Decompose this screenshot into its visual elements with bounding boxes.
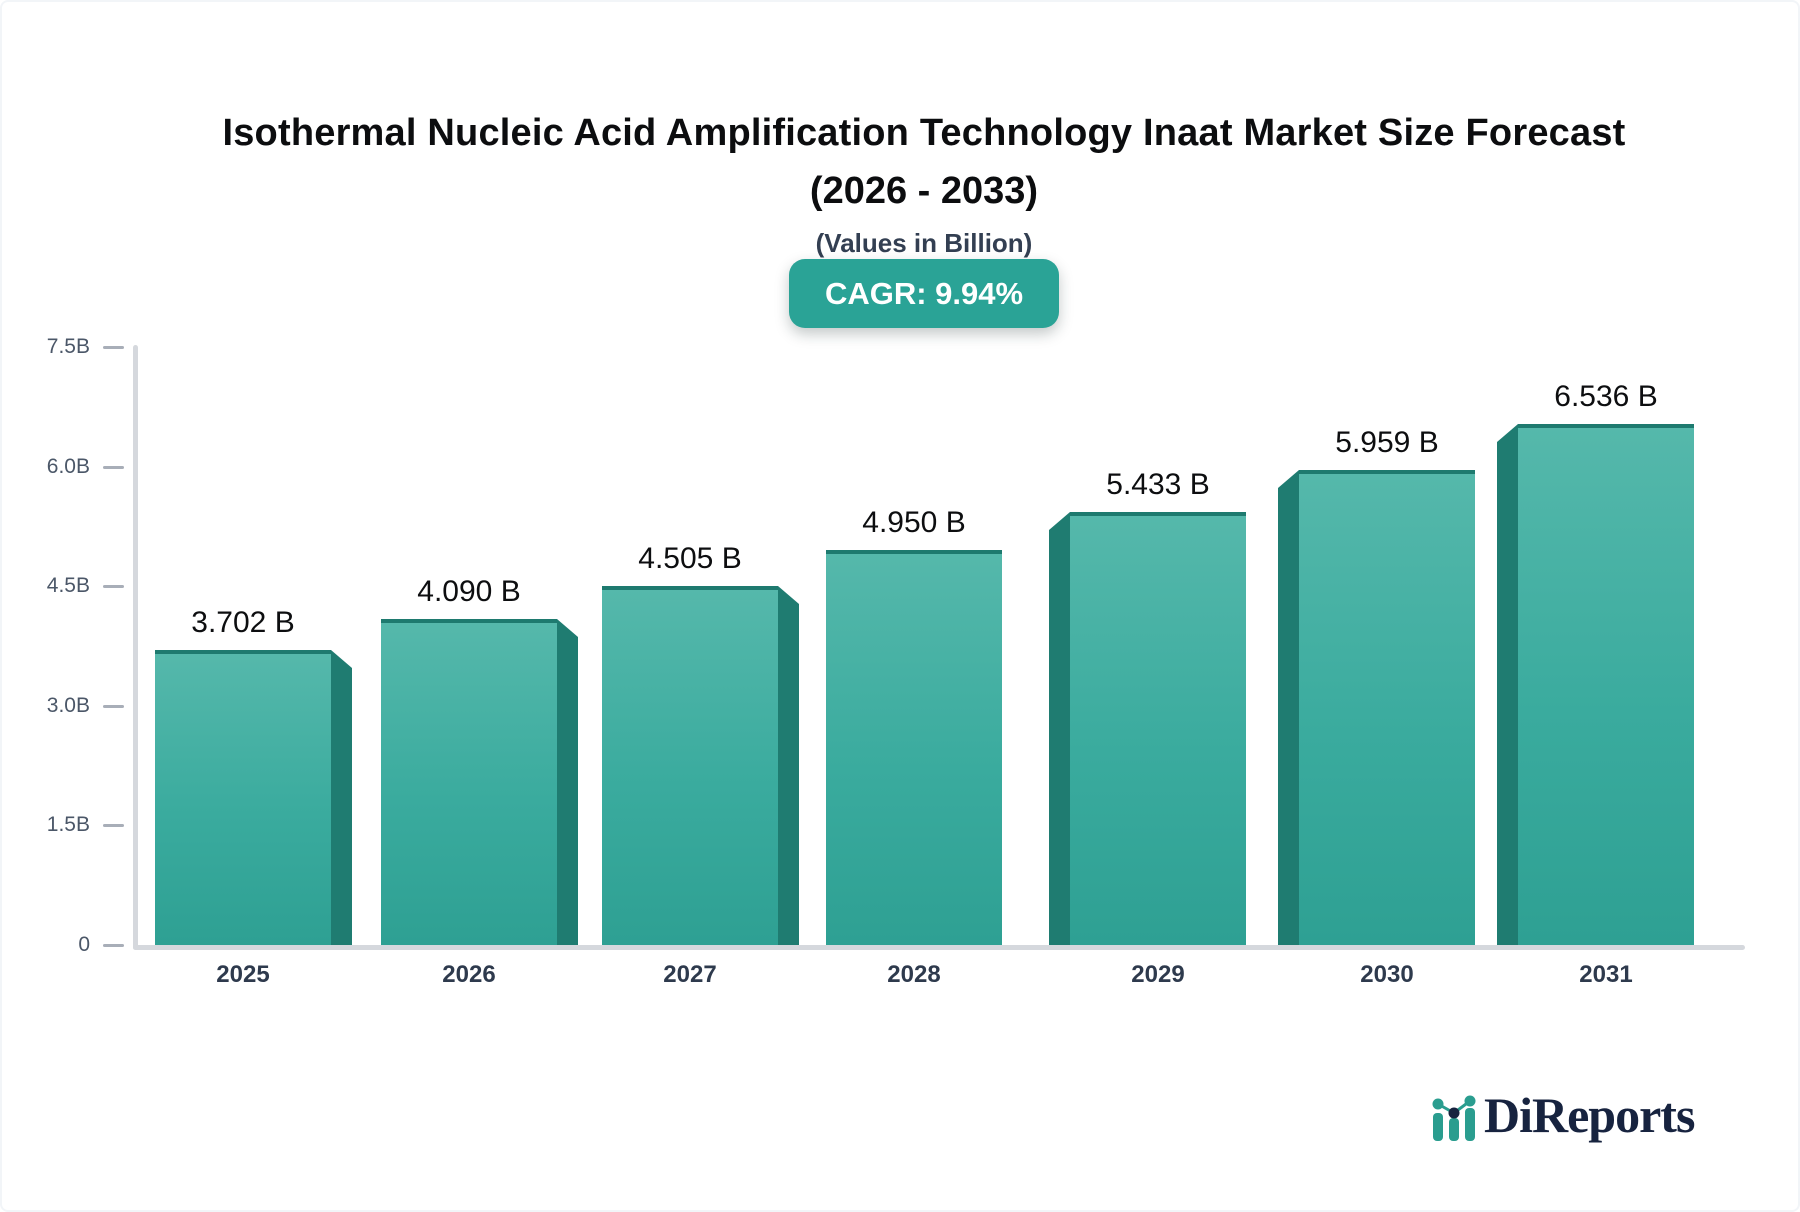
bar-2026 [381,619,557,945]
bar-side-2029 [1049,512,1070,945]
cagr-badge: CAGR: 9.94% [788,259,1060,328]
bar-2028 [826,550,1002,945]
direports-logo-icon [1432,1095,1476,1141]
y-axis-tick-label: 4.5B [46,574,90,598]
bar-side-2027 [778,586,799,945]
y-axis-line [133,345,138,950]
bar-value-label-2026: 4.090 B [417,575,521,608]
x-axis-label-2030: 2030 [1360,961,1414,988]
x-axis-label-2026: 2026 [442,961,496,988]
bar-value-label-2030: 5.959 B [1335,426,1439,459]
bar-side-2031 [1497,424,1518,945]
bar-side-2030 [1278,470,1299,945]
chart-title-line1: Isothermal Nucleic Acid Amplification Te… [222,112,1626,154]
chart-title-line2: (2026 - 2033) [809,170,1039,212]
bar-value-label-2025: 3.702 B [191,606,295,639]
bar-side-2025 [331,650,352,945]
bar-value-label-2027: 4.505 B [638,542,742,575]
bar-value-label-2031: 6.536 B [1554,380,1658,413]
y-axis-tick-mark [103,346,124,350]
cagr-badge-row: CAGR: 9.94% [46,259,1798,328]
x-axis-label-2031: 2031 [1579,961,1633,988]
y-axis-tick-mark [103,585,124,589]
y-axis-tick-label: 3.0B [46,693,90,717]
bar-2025 [155,650,331,945]
direports-logo: DiReports [1430,1087,1695,1144]
direports-logo-text: DiReports [1484,1087,1695,1143]
x-axis-label-2028: 2028 [887,961,941,988]
bar-2029 [1070,512,1246,945]
x-axis-line [133,945,1745,950]
y-axis-tick-label: 7.5B [46,335,90,359]
x-axis-label-2027: 2027 [663,961,717,988]
bar-2030 [1299,470,1475,945]
y-axis-tick-mark [103,944,124,947]
y-axis-tick-label: 6.0B [46,454,90,478]
x-axis-label-2029: 2029 [1131,961,1185,988]
y-axis-tick-mark [103,824,124,828]
y-axis-tick-label: 1.5B [46,813,90,837]
y-axis-tick-mark [103,465,124,469]
bar-2027 [602,586,778,945]
bar-2031 [1518,424,1694,945]
bar-value-label-2029: 5.433 B [1106,468,1210,501]
x-axis-label-2025: 2025 [216,961,270,988]
y-axis-tick-label: 0 [78,933,90,956]
bar-side-2026 [557,619,578,945]
y-axis-tick-mark [103,704,124,708]
bar-value-label-2028: 4.950 B [862,506,966,539]
chart-subtitle: (Values in Billion) [815,228,1033,258]
